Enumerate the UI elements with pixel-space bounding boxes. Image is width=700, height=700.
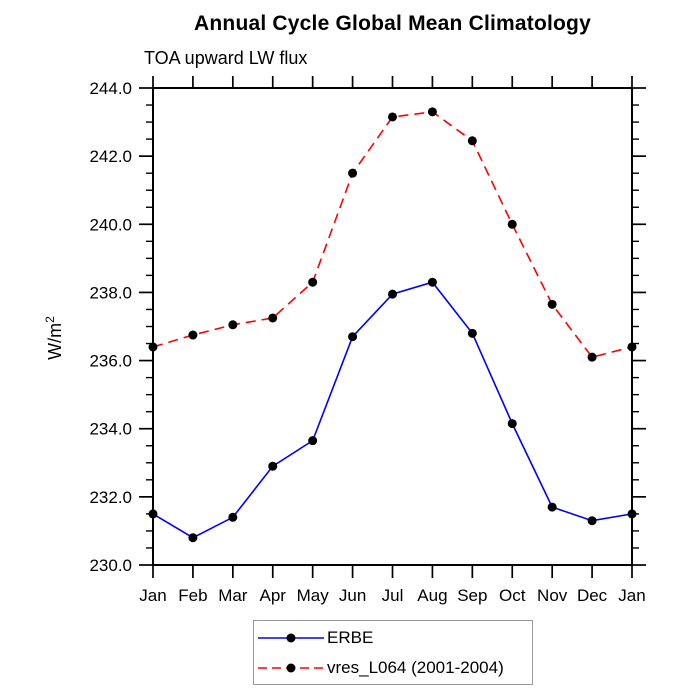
y-axis-tick-label: 240.0 <box>89 215 132 234</box>
chart-subtitle: TOA upward LW flux <box>144 48 308 68</box>
x-axis-tick-label: Dec <box>577 586 608 605</box>
vres-l064-data-point-marker <box>348 168 358 178</box>
legend-line-sample-erbe <box>258 633 324 642</box>
erbe-data-point-marker <box>627 509 637 519</box>
vres-l064-data-point-marker <box>308 277 318 287</box>
erbe-data-point-marker <box>467 328 477 338</box>
y-axis-title: W/m2 <box>43 316 65 360</box>
legend-marker-icon <box>286 633 296 642</box>
y-axis-tick-label: 234.0 <box>89 420 132 439</box>
y-axis-tick-label: 232.0 <box>89 488 132 507</box>
vres-l064-data-point-marker <box>268 313 278 323</box>
erbe-data-point-marker <box>507 419 517 429</box>
x-axis-tick-label: Jul <box>382 586 404 605</box>
vres-l064-data-point-marker <box>188 330 198 340</box>
erbe-data-point-marker <box>547 502 557 512</box>
x-axis-tick-label: Mar <box>218 586 248 605</box>
x-axis-tick-label: Aug <box>417 586 447 605</box>
x-axis-tick-label: Nov <box>537 586 568 605</box>
vres-l064-data-point-marker <box>587 352 597 362</box>
erbe-data-point-marker <box>268 461 278 471</box>
erbe-data-point-marker <box>228 512 238 522</box>
x-axis-tick-label: Sep <box>457 586 487 605</box>
erbe-data-point-marker <box>148 509 158 519</box>
y-axis-tick-label: 238.0 <box>89 283 132 302</box>
legend: ERBE vres_L064 (2001-2004) <box>253 620 533 685</box>
erbe-data-point-marker <box>348 332 358 342</box>
x-axis-tick-label: Feb <box>178 586 207 605</box>
x-axis-tick-label: Jan <box>618 586 645 605</box>
vres-l064-data-point-marker <box>507 219 517 229</box>
legend-item-erbe: ERBE <box>257 623 532 653</box>
vres-l064-data-point-marker <box>467 136 477 146</box>
erbe-data-point-marker <box>188 533 198 543</box>
vres-l064-data-point-marker <box>228 320 238 330</box>
vres-l064-line <box>152 111 633 359</box>
y-axis-tick-label: 242.0 <box>89 147 132 166</box>
y-axis-tick-label: 230.0 <box>89 556 132 575</box>
x-axis-tick-label: Apr <box>260 586 287 605</box>
vres-l064-data-point-marker <box>547 299 557 309</box>
plot-frame <box>152 87 633 566</box>
legend-label-erbe: ERBE <box>327 627 374 647</box>
erbe-line <box>152 281 633 539</box>
erbe-data-point-marker <box>587 516 597 526</box>
legend-item-vres-l064: vres_L064 (2001-2004) <box>257 653 532 683</box>
vres-l064-data-point-marker <box>627 342 637 352</box>
chart-title: Annual Cycle Global Mean Climatology <box>194 12 591 35</box>
legend-marker-icon <box>286 663 296 672</box>
x-axis-tick-label: Jan <box>139 586 166 605</box>
vres-l064-data-point-marker <box>148 342 158 352</box>
vres-l064-data-point-marker <box>427 107 437 117</box>
erbe-data-point-marker <box>388 289 397 299</box>
legend-line-sample-vres-l064 <box>258 663 324 672</box>
legend-label-vres-l064: vres_L064 (2001-2004) <box>327 657 504 677</box>
x-axis-tick-label: Oct <box>499 586 526 605</box>
x-axis-tick-label: Jun <box>339 586 366 605</box>
vres-l064-data-point-marker <box>388 112 397 122</box>
x-axis-tick-label: May <box>297 586 330 605</box>
erbe-data-point-marker <box>308 436 318 446</box>
y-axis-tick-label: 244.0 <box>89 79 132 98</box>
erbe-data-point-marker <box>427 277 437 287</box>
y-axis-tick-label: 236.0 <box>89 352 132 371</box>
